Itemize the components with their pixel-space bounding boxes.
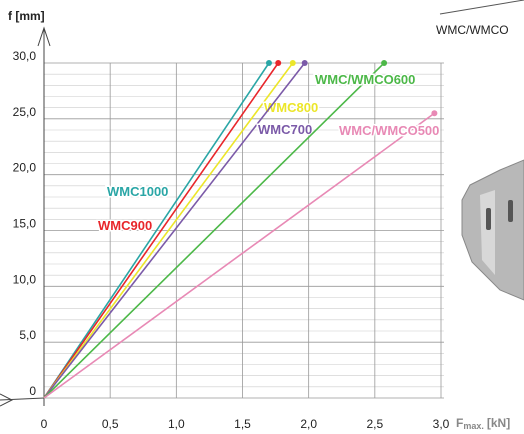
end-point	[275, 60, 282, 66]
end-point	[431, 110, 438, 117]
x-tick-label: 0	[41, 417, 48, 431]
x-label-main: F	[456, 416, 463, 430]
series-label: WMC1000	[107, 184, 168, 199]
series-label: WMC900	[98, 218, 152, 233]
series-line	[43, 112, 435, 399]
x-tick-label: 2,5	[366, 417, 383, 431]
x-label-unit: [kN]	[487, 416, 510, 430]
y-tick-label: 20,0	[13, 161, 37, 175]
y-tick-label: 25,0	[13, 105, 37, 119]
x-axis	[0, 393, 45, 407]
y-tick-label: 30,0	[13, 49, 37, 63]
series-label: WMC/WMCO600	[315, 72, 415, 87]
series-line	[43, 62, 306, 399]
x-tick-label: 1,5	[234, 417, 251, 431]
series-label: WMC/WMCO500	[339, 123, 439, 138]
series-line	[43, 62, 279, 399]
series-line	[43, 62, 294, 399]
x-tick-label: 0,5	[102, 417, 119, 431]
y-tick-label: 5,0	[19, 328, 36, 342]
series-line	[43, 62, 385, 399]
x-label-sub: max.	[463, 421, 484, 431]
series-label: WMC800	[264, 100, 318, 115]
series-label: WMC700	[258, 122, 312, 137]
x-tick-label: 2,0	[300, 417, 317, 431]
product-image	[439, 0, 524, 301]
end-point	[265, 60, 272, 66]
y-axis-label: f [mm]	[8, 9, 45, 23]
x-tick-label: 3,0	[433, 417, 450, 431]
x-axis-label: Fmax. [kN]	[456, 416, 510, 431]
y-tick-label: 15,0	[13, 217, 37, 231]
end-point	[381, 60, 388, 66]
x-tick-label: 1,0	[168, 417, 185, 431]
end-point	[301, 60, 308, 66]
y-tick-label: 10,0	[13, 272, 37, 286]
y-axis	[37, 26, 51, 406]
series-line	[43, 62, 270, 399]
y-tick-label: 0	[29, 384, 36, 398]
end-point	[289, 60, 296, 66]
annotation: WMC/WMCO	[436, 23, 509, 37]
